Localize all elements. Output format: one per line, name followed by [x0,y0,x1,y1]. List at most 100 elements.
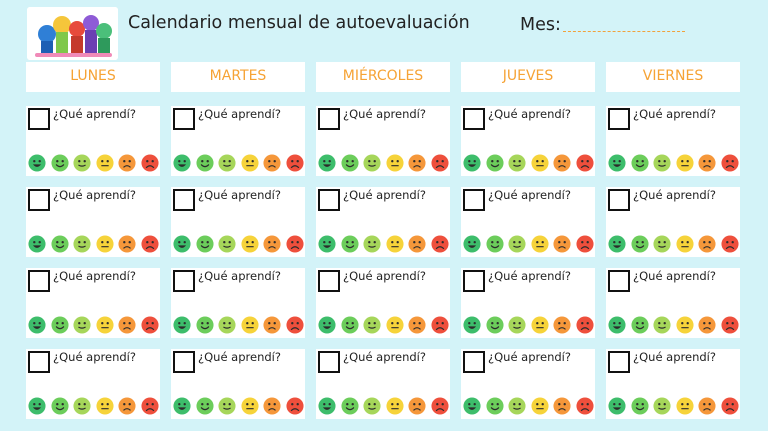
sad-face-icon[interactable] [118,316,136,334]
happy-face-icon[interactable] [485,316,504,334]
day-checkbox[interactable] [608,189,630,211]
very-sad-face-icon[interactable] [285,235,304,253]
happy-face-icon[interactable] [630,397,649,415]
sad-face-icon[interactable] [698,235,716,253]
neutral-face-icon[interactable] [95,316,114,334]
sad-face-icon[interactable] [698,397,716,415]
happy-face-icon[interactable] [195,397,214,415]
day-checkbox[interactable] [608,351,630,373]
content-face-icon[interactable] [653,154,671,172]
content-face-icon[interactable] [508,316,526,334]
very-happy-face-icon[interactable] [173,154,191,172]
very-sad-face-icon[interactable] [430,235,449,253]
neutral-face-icon[interactable] [530,235,549,253]
day-checkbox[interactable] [318,189,340,211]
very-happy-face-icon[interactable] [608,397,626,415]
happy-face-icon[interactable] [340,397,359,415]
sad-face-icon[interactable] [408,154,426,172]
happy-face-icon[interactable] [485,235,504,253]
sad-face-icon[interactable] [698,316,716,334]
very-happy-face-icon[interactable] [608,235,626,253]
very-sad-face-icon[interactable] [140,316,159,334]
content-face-icon[interactable] [653,316,671,334]
neutral-face-icon[interactable] [530,316,549,334]
day-checkbox[interactable] [463,270,485,292]
neutral-face-icon[interactable] [240,316,259,334]
neutral-face-icon[interactable] [675,235,694,253]
very-happy-face-icon[interactable] [173,235,191,253]
very-happy-face-icon[interactable] [463,397,481,415]
day-checkbox[interactable] [463,189,485,211]
content-face-icon[interactable] [653,235,671,253]
happy-face-icon[interactable] [630,316,649,334]
day-checkbox[interactable] [608,108,630,130]
very-sad-face-icon[interactable] [720,316,739,334]
very-sad-face-icon[interactable] [140,235,159,253]
neutral-face-icon[interactable] [675,316,694,334]
very-happy-face-icon[interactable] [318,316,336,334]
very-happy-face-icon[interactable] [463,316,481,334]
very-sad-face-icon[interactable] [720,235,739,253]
happy-face-icon[interactable] [340,235,359,253]
neutral-face-icon[interactable] [385,154,404,172]
day-checkbox[interactable] [463,108,485,130]
content-face-icon[interactable] [73,397,91,415]
content-face-icon[interactable] [73,154,91,172]
very-happy-face-icon[interactable] [173,316,191,334]
day-checkbox[interactable] [318,108,340,130]
very-sad-face-icon[interactable] [575,316,594,334]
content-face-icon[interactable] [363,235,381,253]
very-sad-face-icon[interactable] [430,154,449,172]
very-happy-face-icon[interactable] [463,235,481,253]
day-checkbox[interactable] [318,270,340,292]
happy-face-icon[interactable] [50,235,69,253]
sad-face-icon[interactable] [263,154,281,172]
content-face-icon[interactable] [508,154,526,172]
very-sad-face-icon[interactable] [430,397,449,415]
content-face-icon[interactable] [363,316,381,334]
sad-face-icon[interactable] [553,154,571,172]
happy-face-icon[interactable] [630,235,649,253]
sad-face-icon[interactable] [263,316,281,334]
day-checkbox[interactable] [173,270,195,292]
day-checkbox[interactable] [28,351,50,373]
very-sad-face-icon[interactable] [575,154,594,172]
content-face-icon[interactable] [218,235,236,253]
month-input-line[interactable] [563,31,685,32]
very-happy-face-icon[interactable] [28,154,46,172]
happy-face-icon[interactable] [195,316,214,334]
day-checkbox[interactable] [28,189,50,211]
very-happy-face-icon[interactable] [318,154,336,172]
very-happy-face-icon[interactable] [173,397,191,415]
very-sad-face-icon[interactable] [720,397,739,415]
day-checkbox[interactable] [28,108,50,130]
day-checkbox[interactable] [173,108,195,130]
day-checkbox[interactable] [318,351,340,373]
sad-face-icon[interactable] [553,397,571,415]
sad-face-icon[interactable] [553,316,571,334]
neutral-face-icon[interactable] [240,235,259,253]
very-happy-face-icon[interactable] [318,397,336,415]
happy-face-icon[interactable] [195,154,214,172]
very-sad-face-icon[interactable] [285,397,304,415]
happy-face-icon[interactable] [50,154,69,172]
very-sad-face-icon[interactable] [140,397,159,415]
sad-face-icon[interactable] [118,235,136,253]
very-happy-face-icon[interactable] [28,397,46,415]
content-face-icon[interactable] [363,397,381,415]
happy-face-icon[interactable] [50,316,69,334]
happy-face-icon[interactable] [630,154,649,172]
sad-face-icon[interactable] [408,316,426,334]
neutral-face-icon[interactable] [530,154,549,172]
sad-face-icon[interactable] [408,235,426,253]
neutral-face-icon[interactable] [95,154,114,172]
content-face-icon[interactable] [508,397,526,415]
content-face-icon[interactable] [363,154,381,172]
day-checkbox[interactable] [463,351,485,373]
very-sad-face-icon[interactable] [720,154,739,172]
neutral-face-icon[interactable] [240,154,259,172]
day-checkbox[interactable] [173,351,195,373]
content-face-icon[interactable] [653,397,671,415]
sad-face-icon[interactable] [118,154,136,172]
neutral-face-icon[interactable] [385,316,404,334]
